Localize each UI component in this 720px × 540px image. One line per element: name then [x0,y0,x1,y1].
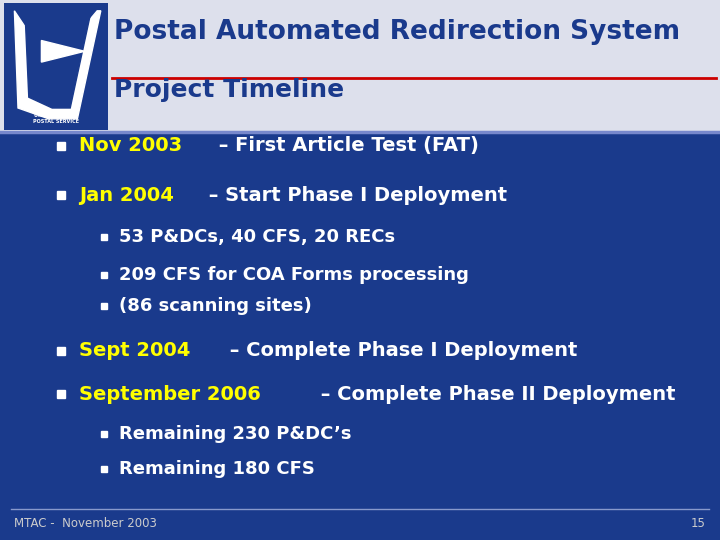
Text: Remaining 180 CFS: Remaining 180 CFS [119,460,315,478]
Text: MTAC -  November 2003: MTAC - November 2003 [14,517,157,530]
Text: 53 P&DCs, 40 CFS, 20 RECs: 53 P&DCs, 40 CFS, 20 RECs [119,227,395,246]
Text: – Complete Phase II Deployment: – Complete Phase II Deployment [314,384,675,404]
Text: (86 scanning sites): (86 scanning sites) [119,296,312,315]
Text: Nov 2003: Nov 2003 [79,136,182,156]
Text: September 2006: September 2006 [79,384,261,404]
Text: Jan 2004: Jan 2004 [79,186,174,205]
Text: 15: 15 [690,517,706,530]
Text: – Complete Phase I Deployment: – Complete Phase I Deployment [223,341,577,361]
FancyBboxPatch shape [0,0,720,132]
Text: Remaining 230 P&DC’s: Remaining 230 P&DC’s [119,425,351,443]
Polygon shape [14,11,101,119]
Text: – First Article Test (FAT): – First Article Test (FAT) [212,136,479,156]
Text: Postal Automated Redirection System: Postal Automated Redirection System [114,19,680,45]
Text: UNITED STATES
POSTAL SERVICE: UNITED STATES POSTAL SERVICE [33,113,78,124]
Text: Project Timeline: Project Timeline [114,78,344,102]
FancyBboxPatch shape [4,3,108,130]
Text: Sept 2004: Sept 2004 [79,341,191,361]
Polygon shape [42,40,85,62]
Text: – Start Phase I Deployment: – Start Phase I Deployment [202,186,507,205]
Text: 209 CFS for COA Forms processing: 209 CFS for COA Forms processing [119,266,469,285]
Polygon shape [25,16,90,108]
